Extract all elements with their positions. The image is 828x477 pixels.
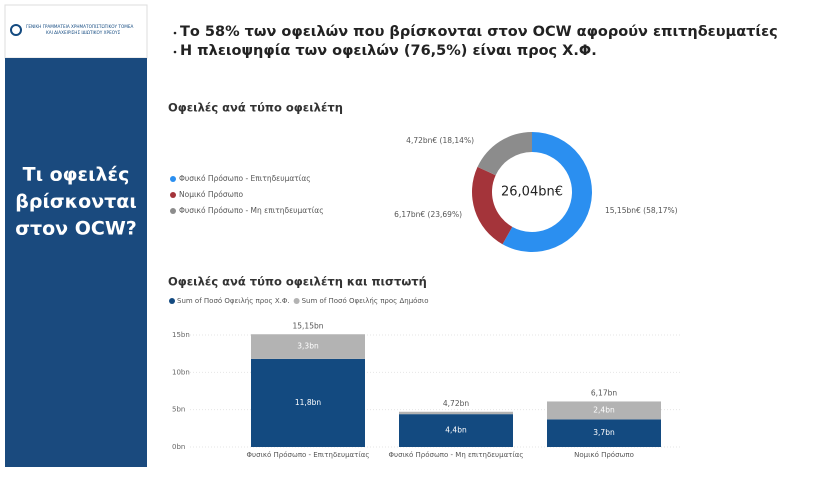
total-label: 15,15bn xyxy=(293,321,324,330)
sidebar-title: βρίσκονται xyxy=(15,191,136,213)
logo-box xyxy=(4,4,148,59)
legend-swatch xyxy=(170,208,176,214)
legend-swatch xyxy=(293,298,300,304)
donut-center-label: 26,04bn€ xyxy=(501,185,563,200)
bar-segment xyxy=(399,411,513,415)
y-tick-label: 5bn xyxy=(172,406,185,414)
x-tick-label: Φυσικό Πρόσωπο - Μη επιτηδευματίας xyxy=(389,451,524,459)
bar-segment xyxy=(251,334,365,359)
y-tick-label: 0bn xyxy=(172,443,185,451)
bar-segment xyxy=(547,401,661,420)
legend-swatch xyxy=(170,176,176,182)
data-label: 11,8bn xyxy=(295,398,321,407)
x-tick-label: Νομικό Πρόσωπο xyxy=(574,451,634,459)
donut-slice xyxy=(502,132,592,252)
total-label: 4,72bn xyxy=(443,399,469,408)
logo-text: ΚΑΙ ΔΙΑΧΕΙΡΙΣΗΣ ΙΔΙΩΤΙΚΟΥ ΧΡΕΟΥΣ xyxy=(46,30,121,35)
legend-label: Φυσικό Πρόσωπο - Επιτηδευματίας xyxy=(179,174,311,183)
bar-segment xyxy=(251,358,365,447)
bullet: Το 58% των οφειλών που βρίσκονται στον O… xyxy=(180,24,778,40)
bullet: Η πλειοψηφία των οφειλών (76,5%) είναι π… xyxy=(180,43,597,59)
sidebar-title: Τι οφειλές xyxy=(23,164,130,186)
chart-title: Οφειλές ανά τύπο οφειλέτη και πιστωτή xyxy=(168,275,427,289)
y-tick-label: 15bn xyxy=(172,331,190,339)
legend-label: Φυσικό Πρόσωπο - Μη επιτηδευματίας xyxy=(179,206,324,215)
logo-emblem xyxy=(10,24,22,36)
legend-swatch xyxy=(170,192,176,198)
bullet-dot xyxy=(173,31,177,35)
legend-label: Sum of Ποσό Οφειλής προς Χ.Φ. xyxy=(177,297,290,305)
donut-slice xyxy=(477,132,532,176)
data-label: 2,4bn xyxy=(593,405,615,414)
data-label: 3,7bn xyxy=(593,428,615,437)
legend-swatch xyxy=(169,298,175,304)
bar-segment xyxy=(547,419,661,447)
x-tick-label: Φυσικό Πρόσωπο - Επιτηδευματίας xyxy=(247,451,370,459)
donut-slice xyxy=(471,166,513,245)
y-tick-label: 10bn xyxy=(172,368,190,376)
chart-title: Οφειλές ανά τύπο οφειλέτη xyxy=(168,101,343,115)
bullet-dot xyxy=(173,50,177,54)
data-label: 3,3bn xyxy=(297,342,319,351)
bar-segment xyxy=(399,414,513,447)
sidebar-title: στον OCW? xyxy=(15,218,137,240)
logo-text: ΓΕΝΙΚΗ ΓΡΑΜΜΑΤΕΙΑ ΧΡΗΜΑΤΟΠΙΣΤΩΤΙΚΟΥ ΤΟΜΕ… xyxy=(26,24,134,29)
data-label: 6,17bn€ (23,69%) xyxy=(394,210,462,219)
sidebar xyxy=(5,58,147,467)
total-label: 6,17bn xyxy=(591,388,617,397)
data-label: 15,15bn€ (58,17%) xyxy=(605,206,678,215)
data-label: 4,72bn€ (18,14%) xyxy=(406,136,474,145)
data-label: 4,4bn xyxy=(445,426,467,435)
legend-label: Sum of Ποσό Οφειλής προς Δημόσιο xyxy=(302,297,429,305)
legend-label: Νομικό Πρόσωπο xyxy=(179,190,243,199)
